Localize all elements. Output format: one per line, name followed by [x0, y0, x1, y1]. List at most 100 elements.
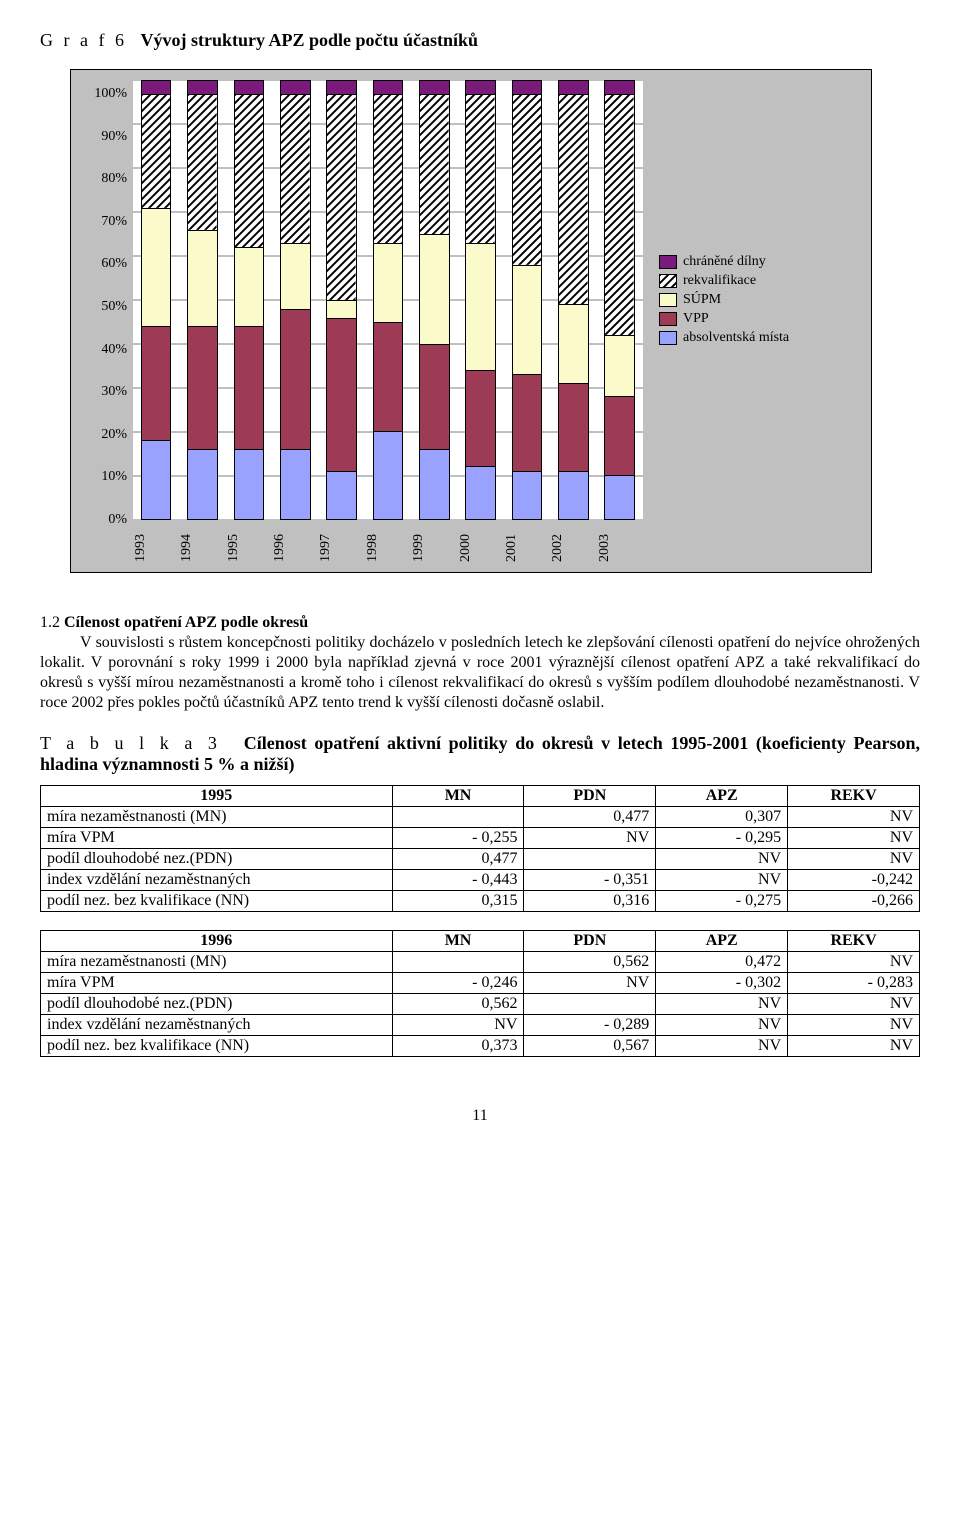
row-label: podíl dlouhodobé nez.(PDN) [41, 994, 393, 1015]
bar-segment-chranene [188, 81, 217, 94]
row-label: míra VPM [41, 973, 393, 994]
bar-segment-chranene [374, 81, 403, 94]
legend-item: absolventská místa [659, 330, 789, 346]
x-axis: 1993199419951996199719981999200020012002… [133, 520, 643, 568]
cell: 0,307 [656, 807, 788, 828]
bar-segment-chranene [327, 81, 356, 94]
x-tick: 1996 [272, 528, 318, 568]
bar-segment-chranene [513, 81, 542, 94]
cell: - 0,351 [524, 870, 656, 891]
y-tick: 10% [81, 470, 127, 484]
row-label: míra nezaměstnanosti (MN) [41, 952, 393, 973]
cell: NV [524, 973, 656, 994]
x-tick: 1995 [226, 528, 272, 568]
cell: NV [656, 1015, 788, 1036]
legend-label: VPP [683, 311, 709, 327]
cell: - 0,289 [524, 1015, 656, 1036]
cell: 0,472 [656, 952, 788, 973]
cell: 0,477 [392, 849, 524, 870]
y-tick: 90% [81, 130, 127, 144]
cell: NV [788, 849, 920, 870]
bar-segment-vpp [327, 318, 356, 471]
y-tick: 30% [81, 385, 127, 399]
cell: NV [656, 870, 788, 891]
section-paragraph: 1.2 Cílenost opatření APZ podle okresů V… [40, 613, 920, 713]
cell [524, 849, 656, 870]
tables-container: 1995MNPDNAPZREKVmíra nezaměstnanosti (MN… [40, 785, 920, 1057]
bar-slot [550, 80, 596, 520]
legend-label: rekvalifikace [683, 273, 756, 289]
section-title: Cílenost opatření APZ podle okresů [64, 614, 308, 631]
bar-segment-vpp [466, 370, 495, 466]
stacked-bar [419, 80, 450, 520]
table-year-header: 1996 [41, 931, 393, 952]
cell [392, 807, 524, 828]
cell: 0,477 [524, 807, 656, 828]
cell: NV [656, 994, 788, 1015]
bar-segment-absolventska [466, 466, 495, 519]
bar-segment-rekvalifikace [420, 94, 449, 234]
bar-segment-supm [374, 243, 403, 322]
cell: NV [788, 994, 920, 1015]
bar-segment-rekvalifikace [605, 94, 634, 335]
cell: - 0,443 [392, 870, 524, 891]
bar-segment-vpp [513, 374, 542, 470]
y-tick: 70% [81, 215, 127, 229]
bar-segment-rekvalifikace [513, 94, 542, 265]
bar-segment-vpp [142, 326, 171, 440]
bar-segment-rekvalifikace [374, 94, 403, 243]
x-tick: 2003 [597, 528, 643, 568]
legend-item: chráněné dílny [659, 254, 789, 270]
bar-slot [318, 80, 364, 520]
x-tick: 1994 [179, 528, 225, 568]
y-tick: 0% [81, 513, 127, 527]
bar-slot [272, 80, 318, 520]
bar-slot [179, 80, 225, 520]
cell: - 0,283 [788, 973, 920, 994]
cell: NV [788, 828, 920, 849]
bar-segment-supm [142, 208, 171, 326]
bar-slot [133, 80, 179, 520]
bar-segment-absolventska [281, 449, 310, 519]
bar-segment-vpp [235, 326, 264, 449]
table-title: T a b u l k a 3 Cílenost opatření aktivn… [40, 733, 920, 775]
bar-segment-chranene [235, 81, 264, 94]
stacked-bar [558, 80, 589, 520]
cell [392, 952, 524, 973]
table-col-header: REKV [788, 931, 920, 952]
bar-segment-chranene [466, 81, 495, 94]
stacked-bar [234, 80, 265, 520]
legend-item: SÚPM [659, 292, 789, 308]
table-col-header: PDN [524, 931, 656, 952]
bar-segment-chranene [605, 81, 634, 94]
stacked-bar [373, 80, 404, 520]
cell: 0,373 [392, 1036, 524, 1057]
x-tick: 2000 [458, 528, 504, 568]
bar-segment-rekvalifikace [327, 94, 356, 300]
cell: -0,242 [788, 870, 920, 891]
cell: - 0,275 [656, 891, 788, 912]
table-row: podíl nez. bez kvalifikace (NN)0,3730,56… [41, 1036, 920, 1057]
table-col-header: PDN [524, 786, 656, 807]
section-number: 1.2 [40, 614, 60, 631]
stacked-bar [326, 80, 357, 520]
bar-segment-vpp [559, 383, 588, 471]
row-label: index vzdělání nezaměstnaných [41, 870, 393, 891]
bar-segment-supm [235, 247, 264, 326]
y-tick: 20% [81, 428, 127, 442]
bar-segment-vpp [188, 326, 217, 449]
bar-segment-supm [327, 300, 356, 318]
bar-segment-supm [188, 230, 217, 326]
cell: 0,316 [524, 891, 656, 912]
legend-item: VPP [659, 311, 789, 327]
bar-slot [504, 80, 550, 520]
cell: 0,562 [524, 952, 656, 973]
cell: NV [656, 1036, 788, 1057]
cell: 0,567 [524, 1036, 656, 1057]
bar-segment-vpp [374, 322, 403, 432]
y-tick: 50% [81, 300, 127, 314]
legend-swatch [659, 331, 677, 345]
bar-slot [226, 80, 272, 520]
x-tick: 1999 [411, 528, 457, 568]
cell: 0,315 [392, 891, 524, 912]
